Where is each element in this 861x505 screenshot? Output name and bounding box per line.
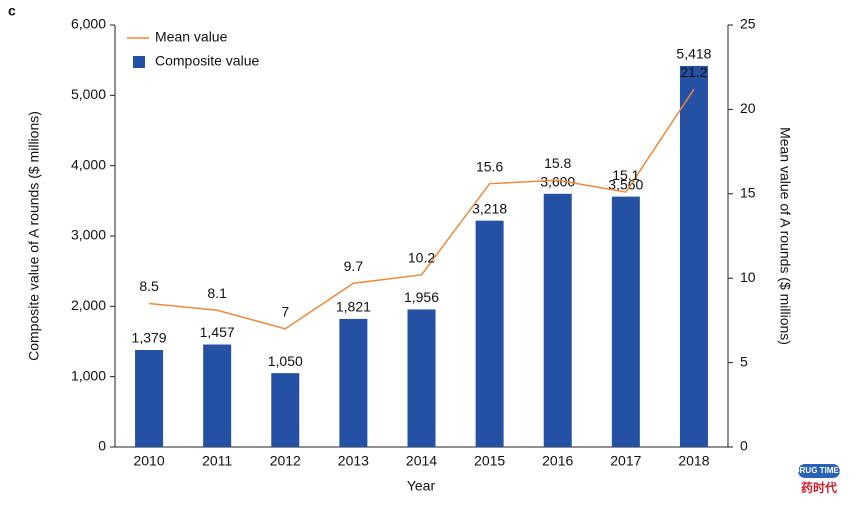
bar-value-label: 1,050 — [268, 353, 303, 369]
y-tick-label: 3,000 — [71, 227, 106, 243]
y2-tick-label: 20 — [740, 100, 756, 116]
line-value-label: 15.6 — [476, 158, 503, 174]
watermark-badge — [798, 464, 840, 478]
bar — [339, 318, 368, 447]
x-tick-label: 2017 — [610, 453, 641, 469]
bar — [679, 65, 708, 448]
bar-value-label: 3,218 — [472, 200, 507, 216]
bar-value-label: 1,457 — [200, 324, 235, 340]
bar — [475, 220, 504, 447]
y-tick-label: 4,000 — [71, 156, 106, 172]
x-axis-label: Year — [407, 478, 436, 494]
bar — [271, 373, 300, 447]
legend-label: Mean value — [155, 29, 228, 45]
y2-axis-label: Mean value of A rounds ($ millions) — [777, 127, 793, 345]
line-value-label: 21.2 — [680, 64, 707, 80]
line-value-label: 8.1 — [207, 285, 227, 301]
legend-label: Composite value — [155, 53, 259, 69]
line — [148, 88, 695, 330]
watermark-bottom: 药时代 — [801, 480, 837, 495]
y-tick-label: 0 — [98, 438, 106, 454]
y2-tick-label: 25 — [740, 16, 756, 32]
y-tick-label: 6,000 — [71, 16, 106, 32]
y-axis-label: Composite value of A rounds ($ millions) — [26, 111, 42, 361]
y2-tick-label: 15 — [740, 185, 756, 201]
line-value-label: 8.5 — [139, 278, 159, 294]
legend-swatch — [133, 56, 145, 68]
x-tick-label: 2012 — [270, 453, 301, 469]
bar-value-label: 1,379 — [132, 330, 167, 346]
bar-value-label: 1,956 — [404, 289, 439, 305]
panel-label: c — [8, 3, 16, 19]
line-value-label: 7 — [281, 304, 289, 320]
y-tick-label: 5,000 — [71, 86, 106, 102]
bar — [135, 350, 164, 447]
x-tick-label: 2018 — [678, 453, 709, 469]
bar-value-label: 3,600 — [540, 174, 575, 190]
y-tick-label: 2,000 — [71, 297, 106, 313]
bar — [203, 344, 232, 447]
line-value-label: 15.8 — [544, 155, 571, 171]
x-tick-label: 2014 — [406, 453, 437, 469]
y2-tick-label: 5 — [740, 353, 748, 369]
x-tick-label: 2015 — [474, 453, 505, 469]
line-value-label: 15.1 — [612, 167, 639, 183]
bar-value-label: 1,821 — [336, 299, 371, 315]
y2-tick-label: 10 — [740, 269, 756, 285]
x-tick-label: 2013 — [338, 453, 369, 469]
watermark-top: DRUG TIMES — [794, 466, 845, 475]
bar — [407, 309, 436, 447]
line-value-label: 10.2 — [408, 250, 435, 266]
y-tick-label: 1,000 — [71, 367, 106, 383]
bar — [543, 193, 572, 447]
bar — [611, 196, 640, 447]
bar-value-label: 3,560 — [608, 176, 643, 192]
x-tick-label: 2016 — [542, 453, 573, 469]
bar-value-label: 5,418 — [676, 46, 711, 62]
y2-tick-label: 0 — [740, 438, 748, 454]
x-tick-label: 2010 — [133, 453, 164, 469]
line-value-label: 9.7 — [344, 258, 364, 274]
x-tick-label: 2011 — [202, 453, 232, 469]
